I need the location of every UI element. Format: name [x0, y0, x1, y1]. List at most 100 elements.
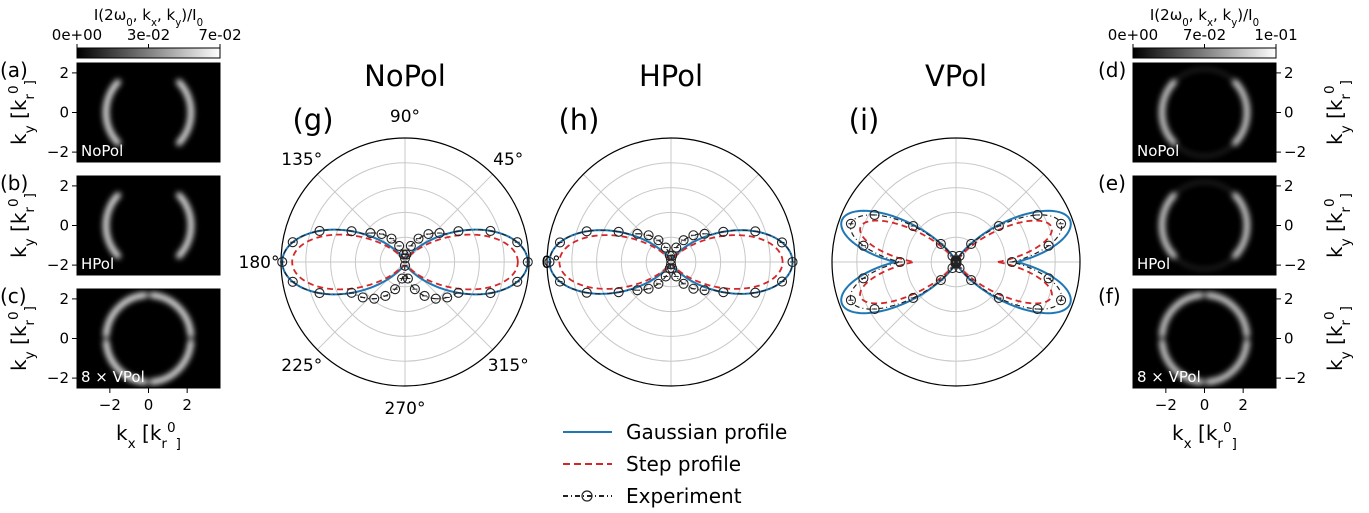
axis-label: kx [kr0] [116, 420, 181, 452]
experiment-point [430, 293, 441, 304]
experiment-point [613, 226, 624, 237]
label-part: ] [1338, 80, 1354, 85]
label-part: )/I [181, 6, 196, 24]
intensity-arc [149, 292, 194, 338]
experiment-point [776, 276, 788, 287]
y-tick-label: −2 [47, 369, 69, 387]
experiment-point [398, 249, 409, 260]
label-part: k [1323, 246, 1347, 258]
experiment-point [287, 276, 298, 287]
label-part: y [1338, 125, 1354, 133]
label-part: r [1217, 436, 1223, 452]
label-part: y [175, 18, 181, 29]
heatmap-background [77, 289, 220, 388]
colorbar [1132, 47, 1277, 59]
y-tick-label: −2 [47, 143, 69, 161]
y-tick-label: 2 [1284, 64, 1294, 82]
axis-label: ky [kr0] [1322, 80, 1354, 145]
axis-label: ky [kr0] [1322, 193, 1354, 258]
label-part: 0 [126, 18, 132, 29]
polar-title: HPol [639, 59, 703, 93]
colorbar-tick-label: 7e-02 [1183, 26, 1226, 44]
angular-gridline [582, 173, 760, 351]
label-part: r [1338, 320, 1354, 326]
experiment-point [660, 271, 671, 282]
experiment-point [554, 237, 566, 248]
experiment-point [845, 295, 856, 306]
label-part: 0 [197, 18, 203, 29]
label-part: r [1338, 94, 1354, 100]
series-step [291, 233, 519, 291]
colorbar-tick-label: 3e-02 [127, 26, 170, 44]
experiment-point [376, 229, 387, 240]
experiment-point [908, 292, 919, 304]
label-part: [k [7, 325, 31, 351]
experiment-point [718, 287, 729, 298]
polar-frame [831, 137, 1081, 387]
experiment-point [966, 274, 977, 286]
label-part: y [1338, 238, 1354, 246]
experiment-point [314, 288, 325, 299]
label-part: 0 [6, 85, 22, 94]
panel-tag: HPol [81, 255, 114, 273]
experiment-point [858, 240, 869, 251]
label-part: k [7, 133, 31, 145]
label-part: y [22, 125, 38, 133]
heatmap-intensity [103, 292, 194, 385]
experiment-point [935, 274, 946, 286]
experiment-point [453, 226, 464, 237]
angle-label: 315° [488, 356, 529, 376]
legend-label: Step profile [626, 452, 741, 476]
label-part: y [22, 238, 38, 246]
panel-tag: 8 × VPol [1137, 368, 1201, 386]
experiment-point [405, 240, 416, 251]
experiment-point [485, 288, 496, 299]
y-tick-label: 0 [1284, 217, 1294, 235]
experiment-point [512, 276, 523, 287]
x-tick-label: 0 [144, 396, 154, 414]
experiment-point [287, 237, 298, 248]
y-tick-label: 2 [59, 177, 69, 195]
legend-marker [581, 490, 593, 502]
angle-label: 0° [541, 253, 560, 273]
experiment-point [581, 287, 592, 298]
y-tick-label: 2 [59, 64, 69, 82]
axis-label: ky [kr0] [6, 306, 38, 371]
label-part: I(2ω [94, 6, 126, 24]
axis-label: ky [kr0] [6, 80, 38, 145]
heatmap-intensity [103, 79, 194, 146]
label-part: k [7, 246, 31, 258]
experiment-point [954, 263, 965, 274]
experiment-point [1006, 256, 1018, 268]
label-part: r [161, 436, 167, 452]
experiment-point [699, 285, 710, 296]
heatmap-background [77, 63, 220, 162]
experiment-point [613, 287, 624, 298]
experiment-point [688, 230, 699, 241]
polar-plot-hpol: HPol (h) [544, 59, 798, 387]
x-tick-label: 2 [182, 396, 192, 414]
experiment-point [667, 263, 678, 274]
panel-letter: (f) [1098, 284, 1121, 308]
label-part: , k [157, 6, 176, 24]
y-tick-label: 0 [59, 330, 69, 348]
label-part: x [128, 436, 136, 452]
experiment-point [678, 278, 689, 289]
panel-letter: (i) [849, 103, 880, 137]
experiment-point [908, 220, 919, 232]
label-part: 0 [1322, 198, 1338, 207]
label-part: [k [1323, 99, 1347, 125]
axis-label: I(2ω0, kx, ky)/I0 [1150, 6, 1259, 29]
experiment-point [993, 220, 1004, 232]
axis-label: kx [kr0] [1172, 420, 1237, 452]
experiment-point [581, 226, 592, 237]
experiment-point [632, 228, 643, 239]
intensity-arc [176, 79, 194, 146]
experiment-point [993, 292, 1004, 304]
experiment-point [434, 228, 445, 239]
colorbar-tick-label: 7e-02 [198, 26, 241, 44]
heatmap-background [1133, 63, 1276, 162]
y-tick-label: −2 [1284, 369, 1306, 387]
label-part: ] [22, 193, 38, 198]
